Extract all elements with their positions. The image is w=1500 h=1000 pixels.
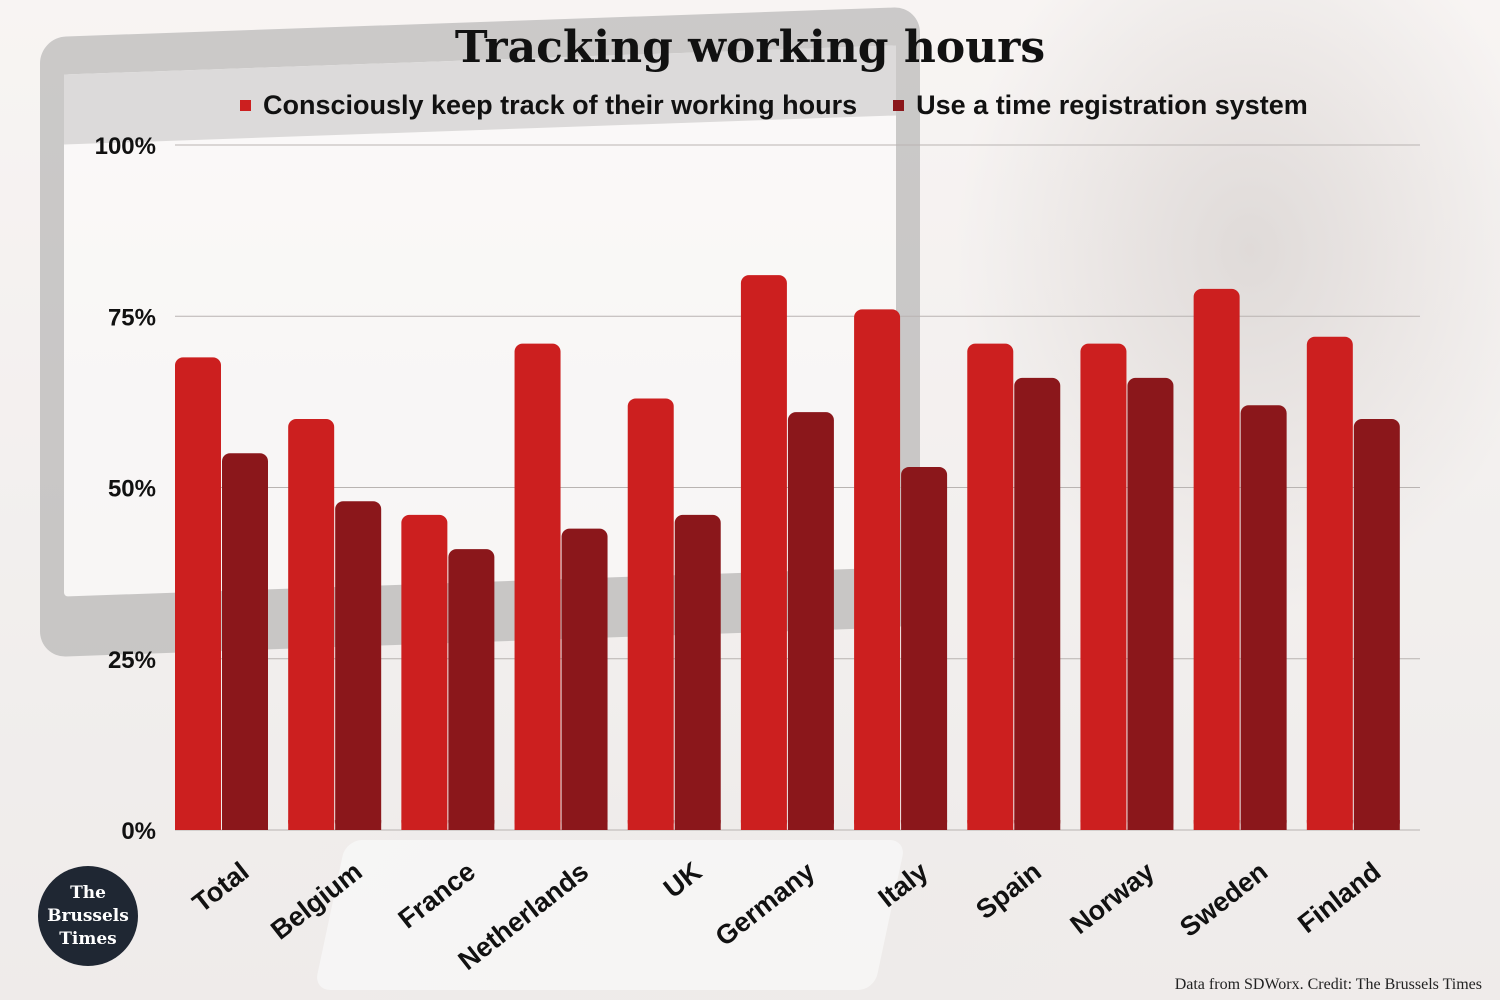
logo-line-3: Times [59, 928, 117, 949]
logo-line-2: Brussels [47, 905, 129, 926]
bar-total-series-1 [175, 357, 221, 830]
x-tick-label-germany: Germany [710, 856, 821, 952]
bar-spain-series-2 [1014, 377, 1061, 830]
bar-uk-series-1 [627, 398, 674, 830]
bar-belgium-series-2 [335, 501, 382, 830]
legend-swatch-series-2 [893, 100, 905, 111]
bar-base-norway-series-2 [1127, 820, 1174, 830]
legend-item-series-2: Use a time registration system [893, 90, 1308, 121]
bar-base-germany-series-2 [787, 820, 834, 830]
bar-norway-series-2 [1127, 377, 1174, 830]
legend-swatch-series-1 [240, 100, 251, 111]
bar-base-netherlands-series-2 [561, 820, 608, 830]
bar-total-series-2 [222, 453, 268, 830]
bar-germany-series-1 [740, 275, 787, 830]
legend: Consciously keep track of their working … [240, 90, 1344, 121]
bar-france-series-1 [401, 514, 448, 830]
bar-base-netherlands-series-1 [514, 820, 561, 830]
bar-finland-series-1 [1306, 336, 1353, 830]
bar-base-uk-series-2 [674, 820, 721, 830]
legend-label-series-2: Use a time registration system [916, 90, 1308, 120]
bar-italy-series-2 [901, 466, 948, 830]
bar-uk-series-2 [674, 514, 721, 830]
bar-base-finland-series-1 [1306, 820, 1353, 830]
x-tick-label-norway: Norway [1065, 856, 1160, 940]
x-tick-label-spain: Spain [970, 856, 1046, 925]
bar-netherlands-series-2 [561, 528, 608, 830]
y-tick-label: 0% [121, 818, 156, 845]
y-tick-label: 25% [108, 647, 156, 674]
bar-base-spain-series-1 [967, 820, 1014, 830]
bar-base-italy-series-2 [901, 820, 948, 830]
bar-base-italy-series-1 [854, 820, 901, 830]
bar-base-france-series-2 [448, 820, 495, 830]
bar-base-total-series-2 [222, 820, 268, 830]
bar-italy-series-1 [854, 309, 901, 830]
brussels-times-logo: The Brussels Times [38, 866, 138, 966]
bar-france-series-2 [448, 549, 495, 830]
bar-spain-series-1 [967, 343, 1014, 830]
bar-norway-series-1 [1080, 343, 1127, 830]
y-tick-label: 100% [95, 133, 156, 160]
chart-title: Tracking working hours [454, 22, 1046, 73]
bar-sweden-series-2 [1240, 405, 1287, 830]
bar-base-spain-series-2 [1014, 820, 1061, 830]
credit-text: Data from SDWorx. Credit: The Brussels T… [1174, 976, 1482, 993]
bar-base-uk-series-1 [627, 820, 674, 830]
y-tick-label: 50% [108, 476, 156, 503]
bar-base-sweden-series-1 [1193, 820, 1240, 830]
bar-sweden-series-1 [1193, 288, 1240, 831]
logo-line-1: The [70, 882, 106, 903]
bar-base-germany-series-1 [740, 820, 787, 830]
legend-label-series-1: Consciously keep track of their working … [263, 90, 858, 120]
legend-item-series-1: Consciously keep track of their working … [240, 90, 857, 121]
bar-base-norway-series-1 [1080, 820, 1127, 830]
x-tick-label-italy: Italy [873, 856, 934, 913]
bar-base-sweden-series-2 [1240, 820, 1287, 830]
bar-finland-series-2 [1353, 419, 1400, 830]
x-tick-label-belgium: Belgium [265, 856, 367, 945]
bar-netherlands-series-1 [514, 343, 561, 830]
x-tick-label-sweden: Sweden [1174, 856, 1273, 942]
bar-base-total-series-1 [175, 820, 221, 830]
x-tick-label-uk: UK [658, 856, 708, 904]
bar-base-belgium-series-1 [288, 820, 335, 830]
bar-germany-series-2 [787, 412, 834, 830]
y-tick-label: 75% [108, 304, 156, 331]
bar-belgium-series-1 [288, 419, 335, 830]
bar-base-belgium-series-2 [335, 820, 382, 830]
x-tick-label-france: France [393, 856, 481, 934]
x-tick-label-finland: Finland [1292, 856, 1386, 939]
x-tick-label-total: Total [187, 856, 255, 918]
bar-base-finland-series-2 [1353, 820, 1400, 830]
bar-base-france-series-1 [401, 820, 448, 830]
